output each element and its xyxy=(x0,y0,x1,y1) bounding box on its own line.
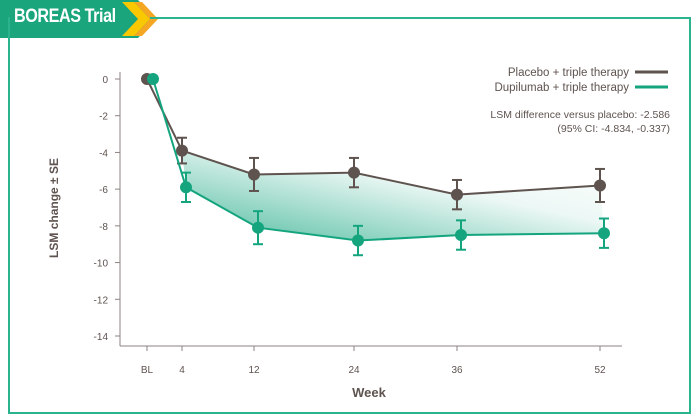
data-point xyxy=(598,227,610,240)
x-tick-label: 12 xyxy=(248,365,260,376)
data-point xyxy=(451,188,463,201)
data-point xyxy=(352,234,364,247)
annotation-difference: LSM difference versus placebo: -2.586 xyxy=(490,109,670,121)
legend-label-dupilumab: Dupilumab + triple therapy xyxy=(494,82,629,94)
y-tick-label: 0 xyxy=(102,75,108,86)
data-point xyxy=(147,73,159,85)
chart-frame xyxy=(8,17,691,414)
frame-top-border xyxy=(150,17,691,19)
y-tick-label: -14 xyxy=(94,332,109,343)
x-tick-label: BL xyxy=(141,365,154,376)
chevron-icon xyxy=(118,0,158,38)
x-tick-label: 52 xyxy=(594,365,606,376)
x-tick-label: 36 xyxy=(451,365,463,376)
series-line xyxy=(152,78,605,242)
data-point xyxy=(176,144,188,157)
legend: Placebo + triple therapy Dupilumab + tri… xyxy=(494,67,668,94)
series-line xyxy=(146,78,601,196)
x-axis-label: Week xyxy=(352,385,386,400)
annotation-ci: (95% CI: -4.834, -0.337) xyxy=(557,123,670,135)
data-point xyxy=(594,179,606,192)
y-tick-label: -12 xyxy=(94,295,109,306)
legend-label-placebo: Placebo + triple therapy xyxy=(508,67,629,79)
y-tick-label: -10 xyxy=(94,259,109,270)
data-point xyxy=(455,229,467,242)
data-point xyxy=(348,166,360,179)
header-banner: BOREAS Trial xyxy=(0,0,138,38)
series-dupilumab xyxy=(147,73,610,257)
y-tick-label: -6 xyxy=(99,185,108,196)
y-tick-label: -2 xyxy=(99,112,108,123)
header-title: BOREAS Trial xyxy=(14,6,116,27)
x-tick-label: 24 xyxy=(348,365,360,376)
series-placebo xyxy=(141,73,606,211)
y-tick-label: -4 xyxy=(99,148,108,159)
y-tick-label: -8 xyxy=(99,222,108,233)
difference-shading xyxy=(182,150,604,241)
data-point xyxy=(248,168,260,181)
y-axis-label: LSM change ± SE xyxy=(47,158,61,258)
x-tick-label: 4 xyxy=(179,365,185,376)
data-point xyxy=(252,221,264,234)
data-point xyxy=(180,181,192,194)
